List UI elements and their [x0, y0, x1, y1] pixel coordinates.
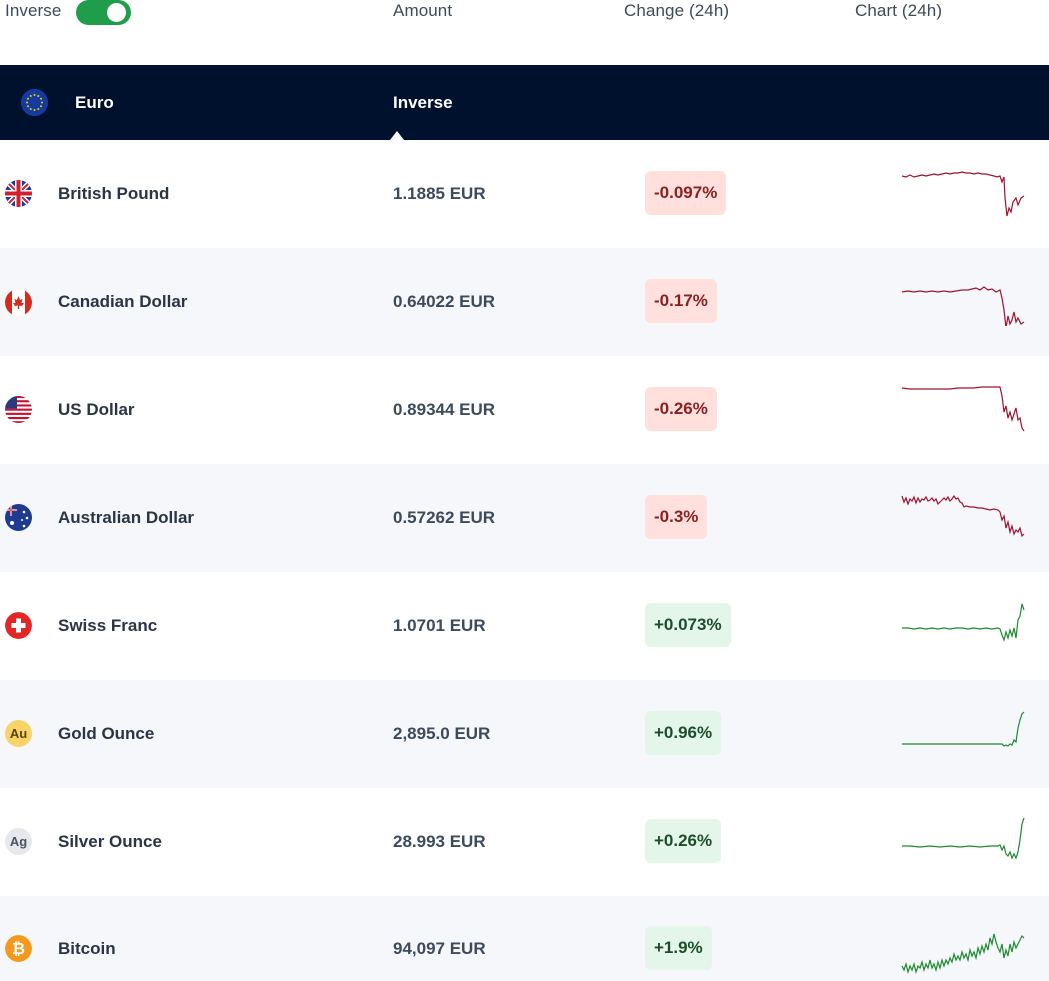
change-badge: -0.097%: [645, 171, 727, 215]
currency-row-canadian-dollar[interactable]: Canadian Dollar 0.64022 EUR -0.17%: [0, 248, 1049, 356]
currency-row-us-dollar[interactable]: US Dollar 0.89344 EUR -0.26%: [0, 356, 1049, 464]
amount-column-header: Amount: [393, 1, 453, 20]
silver-coin-icon: Ag: [5, 828, 32, 855]
currency-amount: 2,895.0 EUR: [393, 724, 491, 743]
swiss-flag-icon: [5, 612, 32, 639]
currency-name: Australian Dollar: [58, 508, 195, 527]
sparkline-chart: [901, 933, 1025, 974]
inverse-label: Inverse: [5, 1, 62, 20]
currency-amount: 94,097 EUR: [393, 939, 486, 958]
gold-coin-icon: Au: [5, 720, 32, 747]
change-badge: -0.17%: [645, 279, 717, 323]
currency-name: US Dollar: [58, 400, 135, 419]
change-badge: -0.3%: [645, 495, 708, 539]
uk-flag-icon: [5, 180, 32, 207]
currency-row-bitcoin[interactable]: ₿ Bitcoin 94,097 EUR +1.9%: [0, 896, 1049, 981]
us-flag-icon: [5, 396, 32, 423]
currency-row-swiss-franc[interactable]: Swiss Franc 1.0701 EUR +0.073%: [0, 572, 1049, 680]
change-badge: -0.26%: [645, 387, 717, 431]
currency-name: Bitcoin: [58, 939, 116, 958]
column-headers: Inverse Amount Change (24h) Chart (24h): [0, 0, 1049, 65]
australia-flag-icon: [5, 504, 32, 531]
toggle-knob: [107, 3, 126, 22]
currency-row-australian-dollar[interactable]: Australian Dollar 0.57262 EUR -0.3%: [0, 464, 1049, 572]
base-currency-row[interactable]: Euro Inverse: [0, 65, 1049, 140]
change-badge: +0.073%: [645, 603, 731, 647]
currency-row-gold-ounce[interactable]: Au Gold Ounce 2,895.0 EUR +0.96%: [0, 680, 1049, 788]
inverse-toggle[interactable]: [76, 0, 131, 25]
eu-flag-icon: [21, 89, 48, 116]
svg-text:₿: ₿: [12, 939, 25, 958]
currency-name: Silver Ounce: [58, 832, 162, 851]
chart-column-header: Chart (24h): [855, 1, 943, 20]
currency-name: British Pound: [58, 184, 170, 203]
sparkline-chart: [901, 494, 1025, 538]
active-column-caret: [390, 131, 404, 140]
currency-amount: 0.64022 EUR: [393, 292, 496, 311]
currency-amount: 1.0701 EUR: [393, 616, 486, 635]
currency-name: Gold Ounce: [58, 724, 155, 743]
change-column-header: Change (24h): [624, 1, 730, 20]
base-currency-name: Euro: [75, 93, 114, 112]
bitcoin-icon: ₿: [5, 935, 32, 962]
sparkline-chart: [902, 817, 1025, 860]
currency-row-silver-ounce[interactable]: Ag Silver Ounce 28.993 EUR +0.26%: [0, 788, 1049, 896]
sparkline-chart: [901, 386, 1025, 432]
sparkline-chart: [902, 711, 1025, 747]
change-badge: +1.9%: [645, 926, 712, 970]
change-badge: +0.96%: [645, 711, 722, 755]
currency-name: Swiss Franc: [58, 616, 158, 635]
currency-name: Canadian Dollar: [58, 292, 188, 311]
base-inverse-label: Inverse: [393, 93, 453, 112]
currency-amount: 1.1885 EUR: [393, 184, 486, 203]
sparkline-chart: [901, 171, 1025, 217]
change-badge: +0.26%: [645, 819, 722, 863]
currency-amount: 0.57262 EUR: [393, 508, 496, 527]
currency-amount: 28.993 EUR: [393, 832, 486, 851]
currency-amount: 0.89344 EUR: [393, 400, 496, 419]
currency-row-british-pound[interactable]: British Pound 1.1885 EUR -0.097%: [0, 140, 1049, 248]
sparkline-chart: [901, 286, 1025, 326]
canada-flag-icon: [5, 289, 32, 316]
sparkline-chart: [902, 603, 1025, 642]
